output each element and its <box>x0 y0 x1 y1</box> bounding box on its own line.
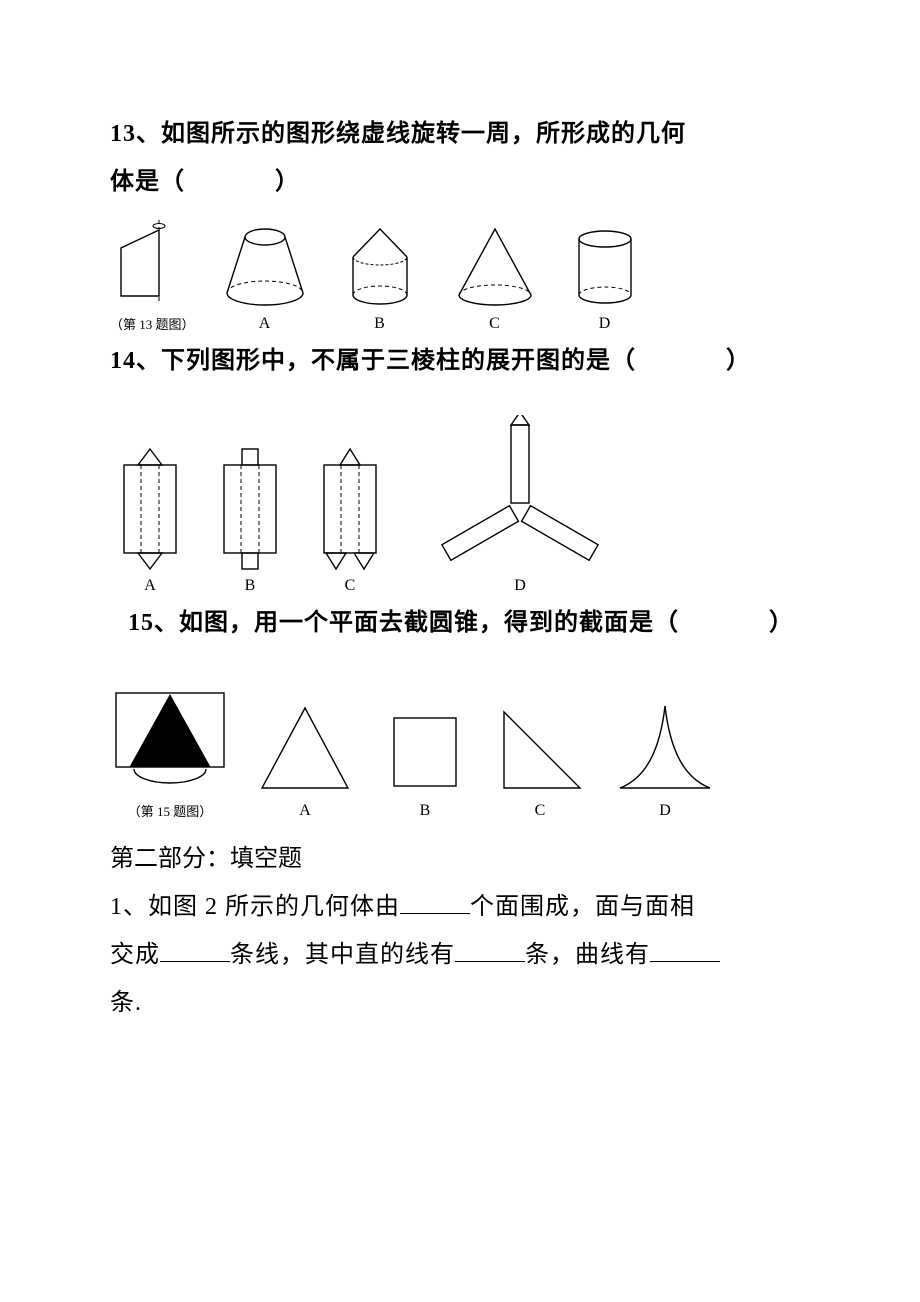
q13-figures: （第 13 题图） A B <box>110 214 810 333</box>
q14-opt-a: A <box>110 445 190 595</box>
blank-1 <box>400 892 470 914</box>
q15-opt-d: D <box>610 700 720 820</box>
q15-number: 15、 <box>128 610 179 636</box>
q13-opt-d: D <box>565 223 645 333</box>
q13-caption: （第 13 题图） <box>110 314 195 333</box>
q14-opt-d: D <box>410 415 630 595</box>
q13-d-label: D <box>599 315 611 333</box>
q15-source: （第 15 题图） <box>110 687 230 820</box>
s2-q1-b: 个面围成，面与面相 <box>470 894 695 920</box>
q15-d-label: D <box>659 802 671 820</box>
q13-line2: 体是（ ） <box>110 158 810 206</box>
q15-a-label: A <box>299 802 311 820</box>
section2-title: 第二部分：填空题 <box>110 838 810 873</box>
prism-net-d-icon <box>410 415 630 575</box>
q13-opt-a: A <box>215 223 315 333</box>
prism-net-a-icon <box>110 445 190 575</box>
s2-q1-d: 条线，其中直的线有 <box>230 942 455 968</box>
blank-4 <box>650 940 720 962</box>
curved-triangle-icon <box>610 700 720 800</box>
q13-source: （第 13 题图） <box>110 214 195 333</box>
blank-2 <box>160 940 230 962</box>
prism-net-b-icon <box>210 445 290 575</box>
q14-text1: 下列图形中，不属于三棱柱的展开图的是（ <box>161 348 636 374</box>
q13-number: 13、 <box>110 121 161 147</box>
prism-net-c-icon <box>310 445 390 575</box>
q15-b-label: B <box>420 802 431 820</box>
right-triangle-icon <box>490 700 590 800</box>
q14-a-label: A <box>144 577 156 595</box>
question-14: 14、下列图形中，不属于三棱柱的展开图的是（ ） A B <box>110 337 810 595</box>
q14-line1: 14、下列图形中，不属于三棱柱的展开图的是（ ） <box>110 337 810 385</box>
q14-d-label: D <box>514 577 526 595</box>
question-13: 13、如图所示的图形绕虚线旋转一周，所形成的几何 体是（ ） （第 13 题图） … <box>110 110 810 333</box>
s2-q1: 1、如图 2 所示的几何体由 个面围成，面与面相 交成 条线，其中直的线有 条，曲线有… <box>110 883 810 1027</box>
q13-opt-b: B <box>335 223 425 333</box>
q14-figures: A B C <box>110 415 810 595</box>
blank-3 <box>455 940 525 962</box>
q15-opt-b: B <box>380 700 470 820</box>
q13-c-label: C <box>489 315 500 333</box>
cylinder-cone-icon <box>335 223 425 313</box>
q13-a-label: A <box>259 315 271 333</box>
q15-c-label: C <box>535 802 546 820</box>
question-15: 15、如图，用一个平面去截圆锥，得到的截面是（ ） （第 15 题图） A B <box>110 599 810 820</box>
s2-q1-a: 如图 2 所示的几何体由 <box>148 894 400 920</box>
s2-q1-e: 条，曲线有 <box>525 942 650 968</box>
frustum-icon <box>215 223 315 313</box>
q15-text1: 如图，用一个平面去截圆锥，得到的截面是（ <box>179 610 679 636</box>
q14-text2: ） <box>726 348 751 374</box>
section-2: 第二部分：填空题 1、如图 2 所示的几何体由 个面围成，面与面相 交成 条线，其中… <box>110 838 810 1027</box>
q15-opt-c: C <box>490 700 590 820</box>
q14-b-label: B <box>245 577 256 595</box>
s2-q1-f: 条. <box>110 990 142 1016</box>
q15-opt-a: A <box>250 700 360 820</box>
cone-cut-icon <box>110 687 230 797</box>
cone-icon <box>445 223 545 313</box>
rotation-shape-icon <box>115 214 189 310</box>
q14-opt-b: B <box>210 445 290 595</box>
s2-q1-number: 1、 <box>110 894 148 920</box>
s2-q1-c: 交成 <box>110 942 160 968</box>
q13-text2: 体是（ <box>110 169 185 195</box>
q14-number: 14、 <box>110 348 161 374</box>
q13-text1: 如图所示的图形绕虚线旋转一周，所形成的几何 <box>161 121 686 147</box>
q14-c-label: C <box>345 577 356 595</box>
q14-opt-c: C <box>310 445 390 595</box>
cylinder-icon <box>565 223 645 313</box>
q15-caption: （第 15 题图） <box>128 801 213 820</box>
q15-figures: （第 15 题图） A B C D <box>110 687 810 820</box>
q13-b-label: B <box>374 315 385 333</box>
q13-opt-c: C <box>445 223 545 333</box>
q15-line1: 15、如图，用一个平面去截圆锥，得到的截面是（ ） <box>128 599 810 647</box>
q15-text2: ） <box>769 610 794 636</box>
q13-line1: 13、如图所示的图形绕虚线旋转一周，所形成的几何 <box>110 110 810 158</box>
square-icon <box>380 700 470 800</box>
q13-text3: ） <box>275 169 300 195</box>
triangle-icon <box>250 700 360 800</box>
